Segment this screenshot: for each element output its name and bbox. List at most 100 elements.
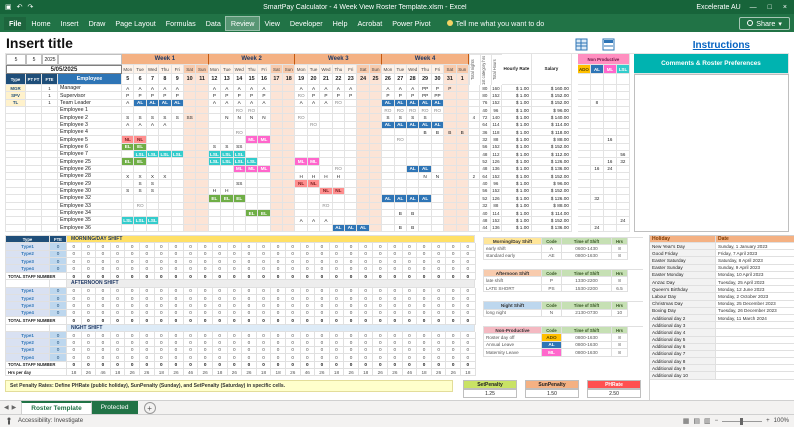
roster-cell[interactable] (270, 129, 284, 137)
roster-cell[interactable]: A (245, 85, 259, 93)
roster-cell[interactable]: P (431, 85, 445, 93)
roster-cell[interactable]: P (307, 92, 321, 100)
roster-cell[interactable] (345, 151, 358, 159)
roster-cell[interactable]: A (307, 85, 321, 93)
roster-cell[interactable] (369, 114, 383, 122)
roster-cell[interactable]: RO (332, 165, 346, 174)
roster-cell[interactable] (382, 129, 395, 137)
staff-count-cell[interactable]: 0 (446, 354, 462, 362)
staff-count-cell[interactable]: 0 (154, 243, 170, 251)
roster-cell[interactable] (431, 195, 445, 203)
employee-ptft[interactable] (26, 121, 42, 130)
staff-count-cell[interactable]: 0 (285, 287, 301, 295)
staff-count-cell[interactable]: 0 (461, 302, 476, 310)
staff-count-cell[interactable]: 0 (402, 287, 418, 295)
roster-cell[interactable]: P (245, 92, 259, 100)
roster-cell[interactable] (345, 202, 358, 210)
staff-count-cell[interactable]: 0 (212, 287, 228, 295)
roster-cell[interactable] (270, 99, 284, 108)
staff-count-cell[interactable]: 0 (125, 346, 140, 355)
staff-count-cell[interactable]: 0 (81, 331, 97, 340)
roster-cell[interactable] (382, 217, 395, 225)
zoom-slider[interactable] (722, 417, 763, 425)
roster-cell[interactable]: ML (258, 165, 271, 174)
roster-cell[interactable] (320, 165, 333, 174)
roster-cell[interactable] (258, 151, 271, 159)
roster-cell[interactable] (394, 187, 407, 196)
employee-ptft[interactable] (26, 173, 42, 181)
roster-cell[interactable]: P (122, 92, 135, 100)
roster-cell[interactable]: LSL (146, 217, 160, 225)
staff-count-cell[interactable]: 0 (388, 309, 403, 318)
staff-count-cell[interactable]: 0 (67, 258, 82, 266)
roster-cell[interactable] (283, 107, 296, 115)
np-count-cell[interactable] (616, 74, 630, 85)
roster-cell[interactable] (295, 202, 308, 210)
roster-cell[interactable] (369, 180, 383, 188)
roster-cell[interactable] (456, 136, 469, 144)
employee-ptft[interactable] (26, 136, 42, 144)
staff-count-cell[interactable]: 0 (402, 295, 418, 303)
roster-cell[interactable]: ML (245, 136, 259, 144)
roster-cell[interactable] (122, 224, 135, 232)
staff-count-cell[interactable]: 0 (344, 243, 359, 251)
roster-cell[interactable]: A (258, 85, 271, 93)
roster-cell[interactable] (270, 173, 284, 181)
staff-count-cell[interactable]: 0 (373, 346, 389, 355)
roster-cell[interactable] (345, 129, 358, 137)
staff-count-cell[interactable]: 0 (81, 265, 97, 273)
roster-cell[interactable] (122, 129, 135, 137)
roster-cell[interactable] (146, 165, 160, 174)
roster-cell[interactable] (183, 195, 197, 203)
roster-cell[interactable]: N (258, 114, 271, 122)
staff-count-cell[interactable]: 0 (212, 302, 228, 310)
roster-cell[interactable] (431, 143, 445, 152)
employee-name[interactable]: Employee 5 (58, 136, 122, 144)
roster-cell[interactable] (444, 187, 457, 196)
staff-count-cell[interactable]: 0 (271, 243, 286, 251)
roster-cell[interactable] (357, 195, 370, 203)
staff-count-cell[interactable]: 0 (242, 243, 257, 251)
roster-cell[interactable] (382, 136, 395, 144)
roster-cell[interactable]: SS (233, 180, 246, 188)
roster-cell[interactable] (406, 187, 420, 196)
roster-cell[interactable] (221, 224, 234, 232)
roster-cell[interactable] (406, 180, 420, 188)
roster-cell[interactable] (196, 99, 209, 108)
roster-cell[interactable]: P (382, 92, 395, 100)
date-display[interactable]: 5/05/2025 (6, 65, 122, 74)
roster-cell[interactable] (183, 187, 197, 196)
staff-count-cell[interactable]: 0 (446, 309, 462, 318)
staff-count-cell[interactable]: 0 (315, 265, 330, 273)
undo-icon[interactable]: ↶ (16, 4, 23, 11)
staff-count-cell[interactable]: 0 (431, 265, 447, 273)
page-layout-view-icon[interactable]: ▤ (693, 418, 700, 425)
roster-cell[interactable] (183, 158, 197, 166)
shift-type-label[interactable]: Type4 (6, 265, 50, 273)
roster-cell[interactable] (369, 121, 383, 130)
shift-type-label[interactable]: Type1 (6, 287, 50, 295)
date-month-input[interactable]: 5 (26, 54, 42, 65)
roster-cell[interactable] (394, 143, 407, 152)
staff-count-cell[interactable]: 0 (81, 346, 97, 355)
employee-fte[interactable] (42, 136, 58, 144)
roster-cell[interactable] (369, 173, 383, 181)
roster-cell[interactable]: P (444, 85, 457, 93)
staff-count-cell[interactable]: 0 (315, 309, 330, 318)
staff-count-cell[interactable]: 0 (358, 354, 374, 362)
staff-count-cell[interactable]: 0 (461, 309, 476, 318)
roster-cell[interactable] (456, 165, 469, 174)
staff-count-cell[interactable]: 0 (417, 243, 432, 251)
roster-cell[interactable]: AL (332, 224, 346, 232)
employee-name[interactable]: Employee 33 (58, 202, 122, 210)
roster-cell[interactable]: ML (245, 165, 259, 174)
hourly-rate-cell[interactable]: $ 1.00 (501, 173, 532, 181)
roster-cell[interactable] (233, 173, 246, 181)
roster-cell[interactable] (183, 217, 197, 225)
roster-cell[interactable] (307, 151, 321, 159)
staff-count-cell[interactable]: 0 (358, 309, 374, 318)
roster-cell[interactable] (159, 209, 172, 218)
staff-count-cell[interactable]: 0 (198, 346, 213, 355)
staff-count-cell[interactable]: 0 (388, 302, 403, 310)
roster-cell[interactable] (221, 180, 234, 188)
